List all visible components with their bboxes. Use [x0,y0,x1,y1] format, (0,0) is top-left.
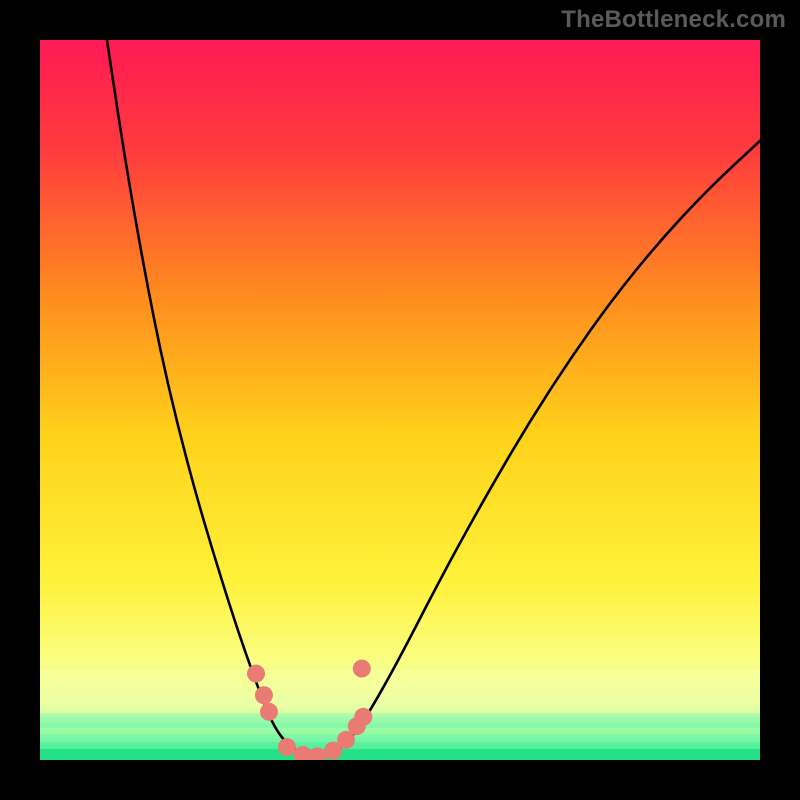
plot-svg [40,40,760,760]
gradient-background [40,40,760,760]
chart-frame: TheBottleneck.com [0,0,800,800]
plot-area [40,40,760,760]
watermark-text: TheBottleneck.com [561,6,786,34]
